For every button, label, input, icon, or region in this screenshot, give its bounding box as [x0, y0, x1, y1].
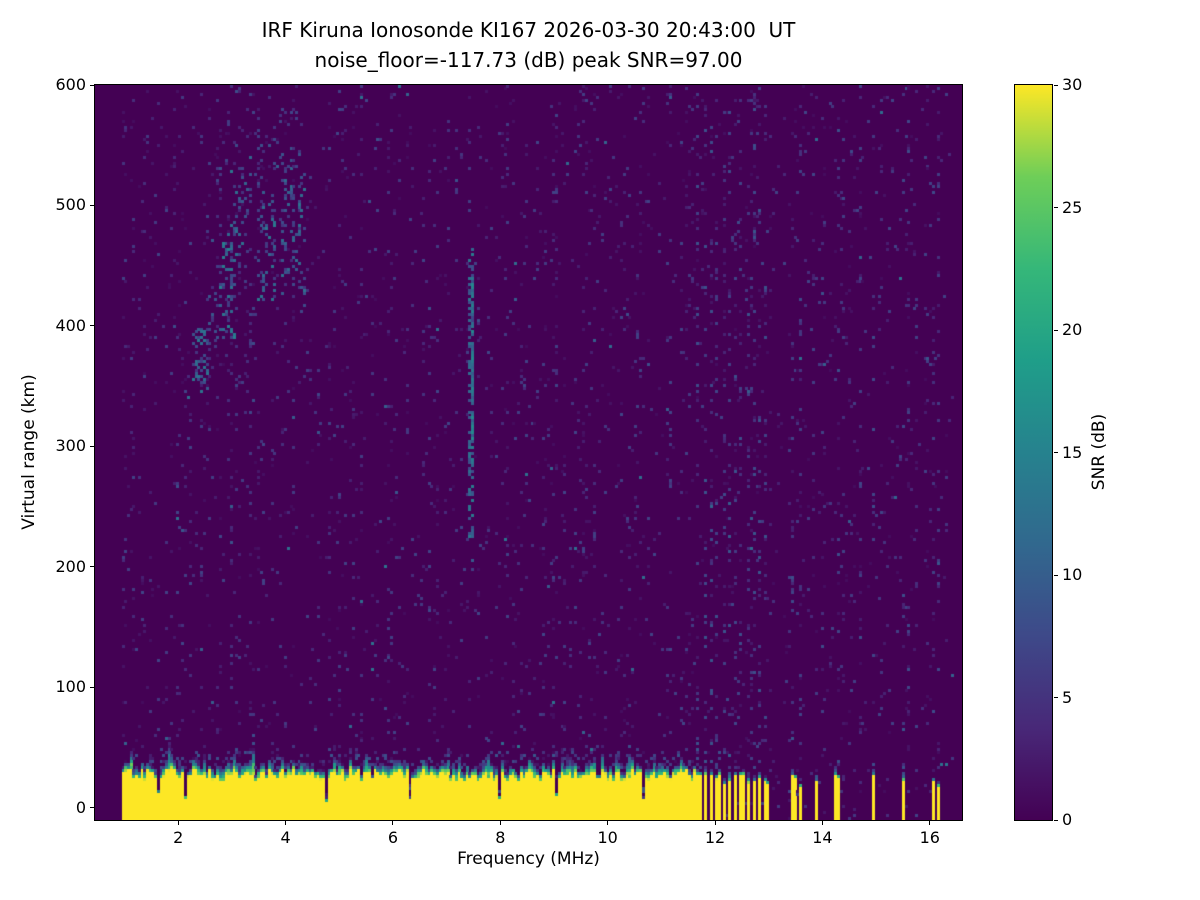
y-tick-mark [90, 686, 94, 688]
y-tick-mark [90, 807, 94, 809]
colorbar-tick-label: 20 [1062, 320, 1083, 339]
x-tick-label: 16 [919, 828, 940, 847]
x-tick-label: 14 [812, 828, 833, 847]
y-tick-label: 600 [55, 75, 86, 94]
y-tick-label: 300 [55, 436, 86, 456]
y-tick-mark [90, 566, 94, 568]
x-tick-label: 6 [387, 828, 399, 847]
plot-area [94, 84, 963, 821]
x-tick-mark [714, 821, 716, 825]
x-tick-mark [499, 821, 501, 825]
colorbar-tick-label: 0 [1062, 810, 1073, 829]
x-tick-mark [929, 821, 931, 825]
x-tick-label: 10 [597, 828, 618, 847]
y-tick-label: 200 [55, 556, 86, 576]
colorbar-gradient [1015, 85, 1052, 820]
colorbar-tick-label: 15 [1062, 442, 1083, 462]
colorbar-tick-mark [1054, 452, 1058, 453]
colorbar-tick-label: 10 [1062, 565, 1083, 584]
y-tick-mark [90, 204, 94, 206]
x-tick-mark [607, 821, 609, 825]
colorbar-tick-mark [1054, 84, 1058, 86]
y-tick-label: 0 [75, 797, 86, 817]
colorbar [1014, 84, 1053, 821]
colorbar-tick-mark [1054, 697, 1058, 698]
x-tick-mark [285, 821, 287, 825]
x-tick-label: 8 [495, 828, 506, 847]
colorbar-tick-mark [1054, 819, 1058, 821]
y-tick-mark [90, 325, 94, 327]
x-tick-mark [821, 821, 823, 825]
x-axis-label: Frequency (MHz) [457, 849, 600, 869]
colorbar-tick-label: 25 [1062, 197, 1083, 217]
y-axis-label: Virtual range (km) [19, 374, 39, 530]
y-tick-mark [90, 445, 94, 447]
y-tick-label: 100 [55, 677, 86, 697]
chart-subtitle: noise_floor=-117.73 (dB) peak SNR=97.00 [314, 48, 743, 72]
y-tick-label: 500 [55, 195, 86, 215]
x-tick-label: 2 [173, 828, 184, 847]
chart-title: IRF Kiruna Ionosonde KI167 2026-03-30 20… [261, 18, 796, 42]
colorbar-tick-mark [1054, 574, 1058, 576]
colorbar-tick-mark [1054, 329, 1058, 331]
heatmap-canvas [95, 85, 962, 820]
x-tick-mark [177, 821, 179, 825]
x-tick-label: 4 [280, 828, 291, 847]
y-tick-label: 400 [55, 315, 86, 335]
x-tick-mark [392, 821, 394, 825]
colorbar-tick-label: 5 [1062, 687, 1073, 707]
x-tick-label: 12 [704, 828, 726, 847]
y-tick-mark [90, 84, 94, 86]
colorbar-tick-mark [1054, 207, 1058, 208]
colorbar-tick-label: 30 [1062, 75, 1083, 94]
